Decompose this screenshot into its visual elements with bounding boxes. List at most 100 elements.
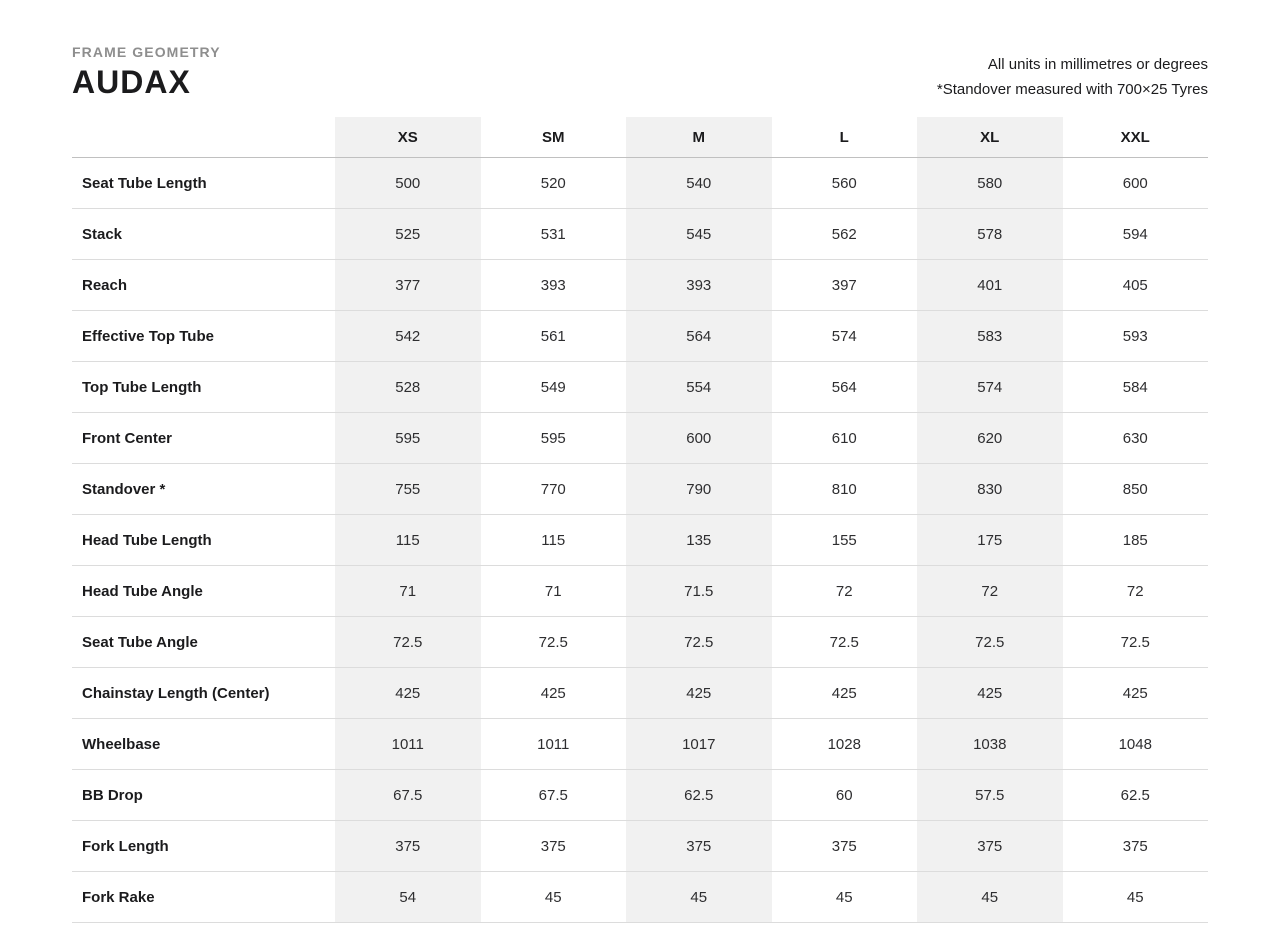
row-label-front-center: Front Center	[72, 412, 335, 464]
cell-seat-tube-angle-xl: 72.5	[917, 616, 1063, 668]
row-label-stack: Stack	[72, 208, 335, 260]
cell-head-tube-angle-m: 71.5	[626, 565, 772, 617]
cell-stack-m: 545	[626, 208, 772, 260]
row-label-wheelbase: Wheelbase	[72, 718, 335, 770]
cell-front-center-m: 600	[626, 412, 772, 464]
row-label-standover: Standover *	[72, 463, 335, 515]
column-header-sm: SM	[480, 117, 626, 158]
cell-seat-tube-angle-xs: 72.5	[335, 616, 481, 668]
cell-top-tube-length-xl: 574	[917, 361, 1063, 413]
corner-cell	[72, 117, 335, 158]
table-row-wheelbase: Wheelbase 1011 1011 1017 1028 1038 1048	[72, 718, 1208, 770]
cell-stack-xl: 578	[917, 208, 1063, 260]
table-row-fork-rake: Fork Rake 54 45 45 45 45 45	[72, 871, 1208, 923]
cell-bb-drop-sm: 67.5	[480, 769, 626, 821]
cell-standover-xxl: 850	[1062, 463, 1208, 515]
cell-standover-xl: 830	[917, 463, 1063, 515]
cell-stack-l: 562	[771, 208, 917, 260]
cell-chainstay-length-center-l: 425	[771, 667, 917, 719]
cell-wheelbase-xl: 1038	[917, 718, 1063, 770]
cell-bb-drop-xs: 67.5	[335, 769, 481, 821]
page-header: FRAME GEOMETRY AUDAX All units in millim…	[0, 0, 1280, 102]
row-label-bb-drop: BB Drop	[72, 769, 335, 821]
cell-chainstay-length-center-xs: 425	[335, 667, 481, 719]
cell-stack-sm: 531	[480, 208, 626, 260]
section-eyebrow: FRAME GEOMETRY	[72, 44, 221, 60]
cell-reach-m: 393	[626, 259, 772, 311]
column-header-xxl: XXL	[1062, 117, 1208, 158]
cell-front-center-xxl: 630	[1062, 412, 1208, 464]
size-header-row: XS SM M L XL XXL	[72, 117, 1208, 158]
column-header-m: M	[626, 117, 772, 158]
cell-front-center-sm: 595	[480, 412, 626, 464]
cell-head-tube-angle-l: 72	[771, 565, 917, 617]
row-label-head-tube-length: Head Tube Length	[72, 514, 335, 566]
cell-chainstay-length-center-sm: 425	[480, 667, 626, 719]
cell-reach-xl: 401	[917, 259, 1063, 311]
cell-front-center-l: 610	[771, 412, 917, 464]
cell-chainstay-length-center-m: 425	[626, 667, 772, 719]
cell-stack-xxl: 594	[1062, 208, 1208, 260]
cell-standover-m: 790	[626, 463, 772, 515]
cell-head-tube-length-sm: 115	[480, 514, 626, 566]
row-label-reach: Reach	[72, 259, 335, 311]
cell-seat-tube-angle-l: 72.5	[771, 616, 917, 668]
cell-effective-top-tube-sm: 561	[480, 310, 626, 362]
cell-fork-length-l: 375	[771, 820, 917, 872]
standover-note-line: *Standover measured with 700×25 Tyres	[936, 81, 1208, 98]
cell-head-tube-angle-xxl: 72	[1062, 565, 1208, 617]
cell-head-tube-angle-xl: 72	[917, 565, 1063, 617]
cell-chainstay-length-center-xl: 425	[917, 667, 1063, 719]
cell-seat-tube-length-m: 540	[626, 157, 772, 209]
table-row-head-tube-angle: Head Tube Angle 71 71 71.5 72 72 72	[72, 565, 1208, 617]
row-label-chainstay-length-center: Chainstay Length (Center)	[72, 667, 335, 719]
cell-top-tube-length-xs: 528	[335, 361, 481, 413]
cell-seat-tube-length-xxl: 600	[1062, 157, 1208, 209]
cell-reach-xxl: 405	[1062, 259, 1208, 311]
cell-fork-rake-m: 45	[626, 871, 772, 923]
cell-effective-top-tube-l: 574	[771, 310, 917, 362]
cell-front-center-xl: 620	[917, 412, 1063, 464]
cell-seat-tube-angle-sm: 72.5	[480, 616, 626, 668]
geometry-table: XS SM M L XL XXL Seat Tube Length 500 520 540 560…	[72, 117, 1208, 923]
row-label-head-tube-angle: Head Tube Angle	[72, 565, 335, 617]
cell-stack-xs: 525	[335, 208, 481, 260]
row-label-effective-top-tube: Effective Top Tube	[72, 310, 335, 362]
cell-effective-top-tube-xs: 542	[335, 310, 481, 362]
cell-bb-drop-m: 62.5	[626, 769, 772, 821]
cell-fork-length-xxl: 375	[1062, 820, 1208, 872]
cell-bb-drop-xxl: 62.5	[1062, 769, 1208, 821]
table-row-standover: Standover * 755 770 790 810 830 850	[72, 463, 1208, 515]
cell-effective-top-tube-xxl: 593	[1062, 310, 1208, 362]
table-row-top-tube-length: Top Tube Length 528 549 554 564 574 584	[72, 361, 1208, 413]
cell-wheelbase-xs: 1011	[335, 718, 481, 770]
column-header-l: L	[771, 117, 917, 158]
cell-top-tube-length-l: 564	[771, 361, 917, 413]
cell-wheelbase-xxl: 1048	[1062, 718, 1208, 770]
cell-effective-top-tube-xl: 583	[917, 310, 1063, 362]
cell-head-tube-length-xxl: 185	[1062, 514, 1208, 566]
table-row-fork-length: Fork Length 375 375 375 375 375 375	[72, 820, 1208, 872]
table-row-reach: Reach 377 393 393 397 401 405	[72, 259, 1208, 311]
cell-reach-sm: 393	[480, 259, 626, 311]
cell-reach-xs: 377	[335, 259, 481, 311]
page-title: AUDAX	[72, 64, 191, 100]
cell-head-tube-length-l: 155	[771, 514, 917, 566]
cell-fork-rake-xxl: 45	[1062, 871, 1208, 923]
table-row-effective-top-tube: Effective Top Tube 542 561 564 574 583 593	[72, 310, 1208, 362]
table-row-seat-tube-angle: Seat Tube Angle 72.5 72.5 72.5 72.5 72.5 72.5	[72, 616, 1208, 668]
row-label-seat-tube-angle: Seat Tube Angle	[72, 616, 335, 668]
row-label-top-tube-length: Top Tube Length	[72, 361, 335, 413]
cell-fork-length-m: 375	[626, 820, 772, 872]
cell-top-tube-length-m: 554	[626, 361, 772, 413]
row-label-seat-tube-length: Seat Tube Length	[72, 157, 335, 209]
cell-standover-xs: 755	[335, 463, 481, 515]
cell-fork-rake-l: 45	[771, 871, 917, 923]
cell-top-tube-length-sm: 549	[480, 361, 626, 413]
table-row-chainstay-length-center: Chainstay Length (Center) 425 425 425 425 425…	[72, 667, 1208, 719]
table-row-stack: Stack 525 531 545 562 578 594	[72, 208, 1208, 260]
row-label-fork-rake: Fork Rake	[72, 871, 335, 923]
cell-head-tube-angle-xs: 71	[335, 565, 481, 617]
cell-fork-length-xl: 375	[917, 820, 1063, 872]
